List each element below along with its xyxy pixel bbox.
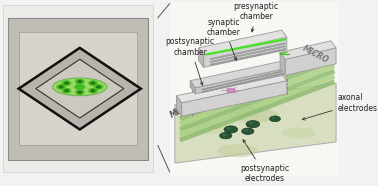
FancyBboxPatch shape — [3, 5, 153, 172]
Polygon shape — [195, 68, 287, 94]
Polygon shape — [36, 59, 124, 118]
Polygon shape — [175, 83, 336, 163]
Polygon shape — [198, 48, 204, 67]
Text: axonal
electrodes: axonal electrodes — [302, 93, 378, 120]
FancyBboxPatch shape — [19, 32, 138, 145]
Circle shape — [227, 88, 235, 93]
Polygon shape — [198, 30, 287, 55]
Text: postsynaptic
electrodes: postsynaptic electrodes — [240, 140, 289, 183]
Circle shape — [89, 81, 97, 85]
Circle shape — [97, 86, 100, 88]
Polygon shape — [190, 81, 195, 94]
Circle shape — [248, 122, 254, 124]
Ellipse shape — [190, 121, 231, 134]
Circle shape — [243, 129, 248, 132]
Circle shape — [62, 81, 71, 85]
Ellipse shape — [217, 144, 258, 157]
Ellipse shape — [53, 78, 107, 96]
Circle shape — [91, 82, 94, 84]
Polygon shape — [211, 43, 285, 60]
Polygon shape — [285, 48, 336, 75]
Circle shape — [59, 86, 63, 88]
Text: postsynaptic
chamber: postsynaptic chamber — [166, 37, 215, 85]
Circle shape — [271, 117, 276, 119]
Polygon shape — [190, 61, 287, 88]
Circle shape — [220, 132, 232, 139]
Circle shape — [226, 127, 231, 130]
Circle shape — [270, 116, 280, 122]
Circle shape — [65, 90, 68, 92]
Circle shape — [94, 85, 102, 89]
Circle shape — [222, 133, 226, 136]
Circle shape — [242, 128, 254, 134]
Polygon shape — [202, 73, 285, 93]
FancyBboxPatch shape — [170, 2, 339, 176]
Circle shape — [75, 84, 85, 89]
Circle shape — [57, 85, 65, 89]
Polygon shape — [177, 96, 181, 116]
Polygon shape — [19, 48, 141, 129]
Polygon shape — [202, 70, 285, 90]
Polygon shape — [280, 41, 336, 59]
Text: presynaptic
chamber: presynaptic chamber — [234, 2, 279, 32]
Polygon shape — [177, 74, 287, 103]
Polygon shape — [211, 46, 285, 62]
Polygon shape — [211, 49, 285, 65]
Circle shape — [89, 89, 97, 93]
Circle shape — [78, 81, 82, 82]
Ellipse shape — [282, 128, 316, 138]
Circle shape — [76, 79, 84, 84]
Text: MEA: MEA — [169, 103, 189, 120]
Circle shape — [91, 90, 94, 92]
FancyBboxPatch shape — [8, 18, 148, 160]
Ellipse shape — [231, 108, 278, 123]
Circle shape — [65, 82, 68, 84]
Polygon shape — [181, 81, 287, 116]
Circle shape — [246, 121, 260, 128]
Text: MICRO: MICRO — [301, 43, 330, 65]
Circle shape — [224, 126, 238, 133]
Text: synaptic
chamber: synaptic chamber — [207, 18, 241, 60]
Circle shape — [62, 89, 71, 93]
Circle shape — [76, 90, 84, 94]
Polygon shape — [280, 52, 285, 75]
Circle shape — [78, 91, 82, 93]
Polygon shape — [204, 37, 287, 67]
